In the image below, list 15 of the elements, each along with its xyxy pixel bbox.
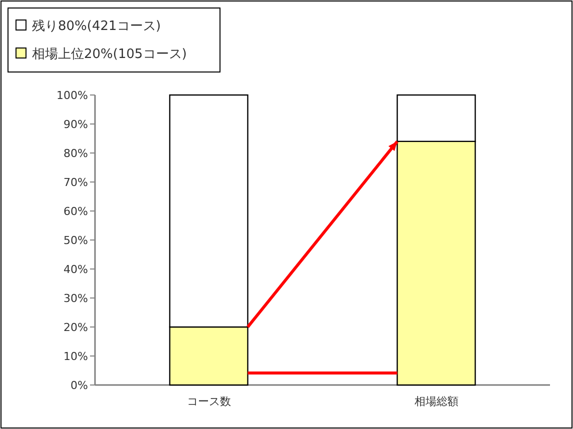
- y-tick-label: 70%: [64, 176, 88, 189]
- y-tick-label: 0%: [70, 379, 88, 392]
- x-tick-label: 相場総額: [414, 395, 458, 408]
- y-tick-label: 60%: [64, 205, 88, 218]
- y-tick-label: 30%: [64, 292, 88, 305]
- y-tick-label: 90%: [64, 118, 88, 131]
- y-tick-label: 40%: [64, 263, 88, 276]
- legend-label: 相場上位20%(105コース): [32, 47, 187, 62]
- y-tick-label: 100%: [56, 89, 88, 102]
- x-tick-label: コース数: [186, 395, 231, 408]
- y-tick-label: 10%: [64, 350, 88, 363]
- y-tick-label: 50%: [64, 234, 88, 247]
- y-tick-label: 80%: [64, 147, 88, 160]
- y-tick-label: 20%: [64, 321, 88, 334]
- legend-label: 残り80%(421コース): [32, 19, 161, 34]
